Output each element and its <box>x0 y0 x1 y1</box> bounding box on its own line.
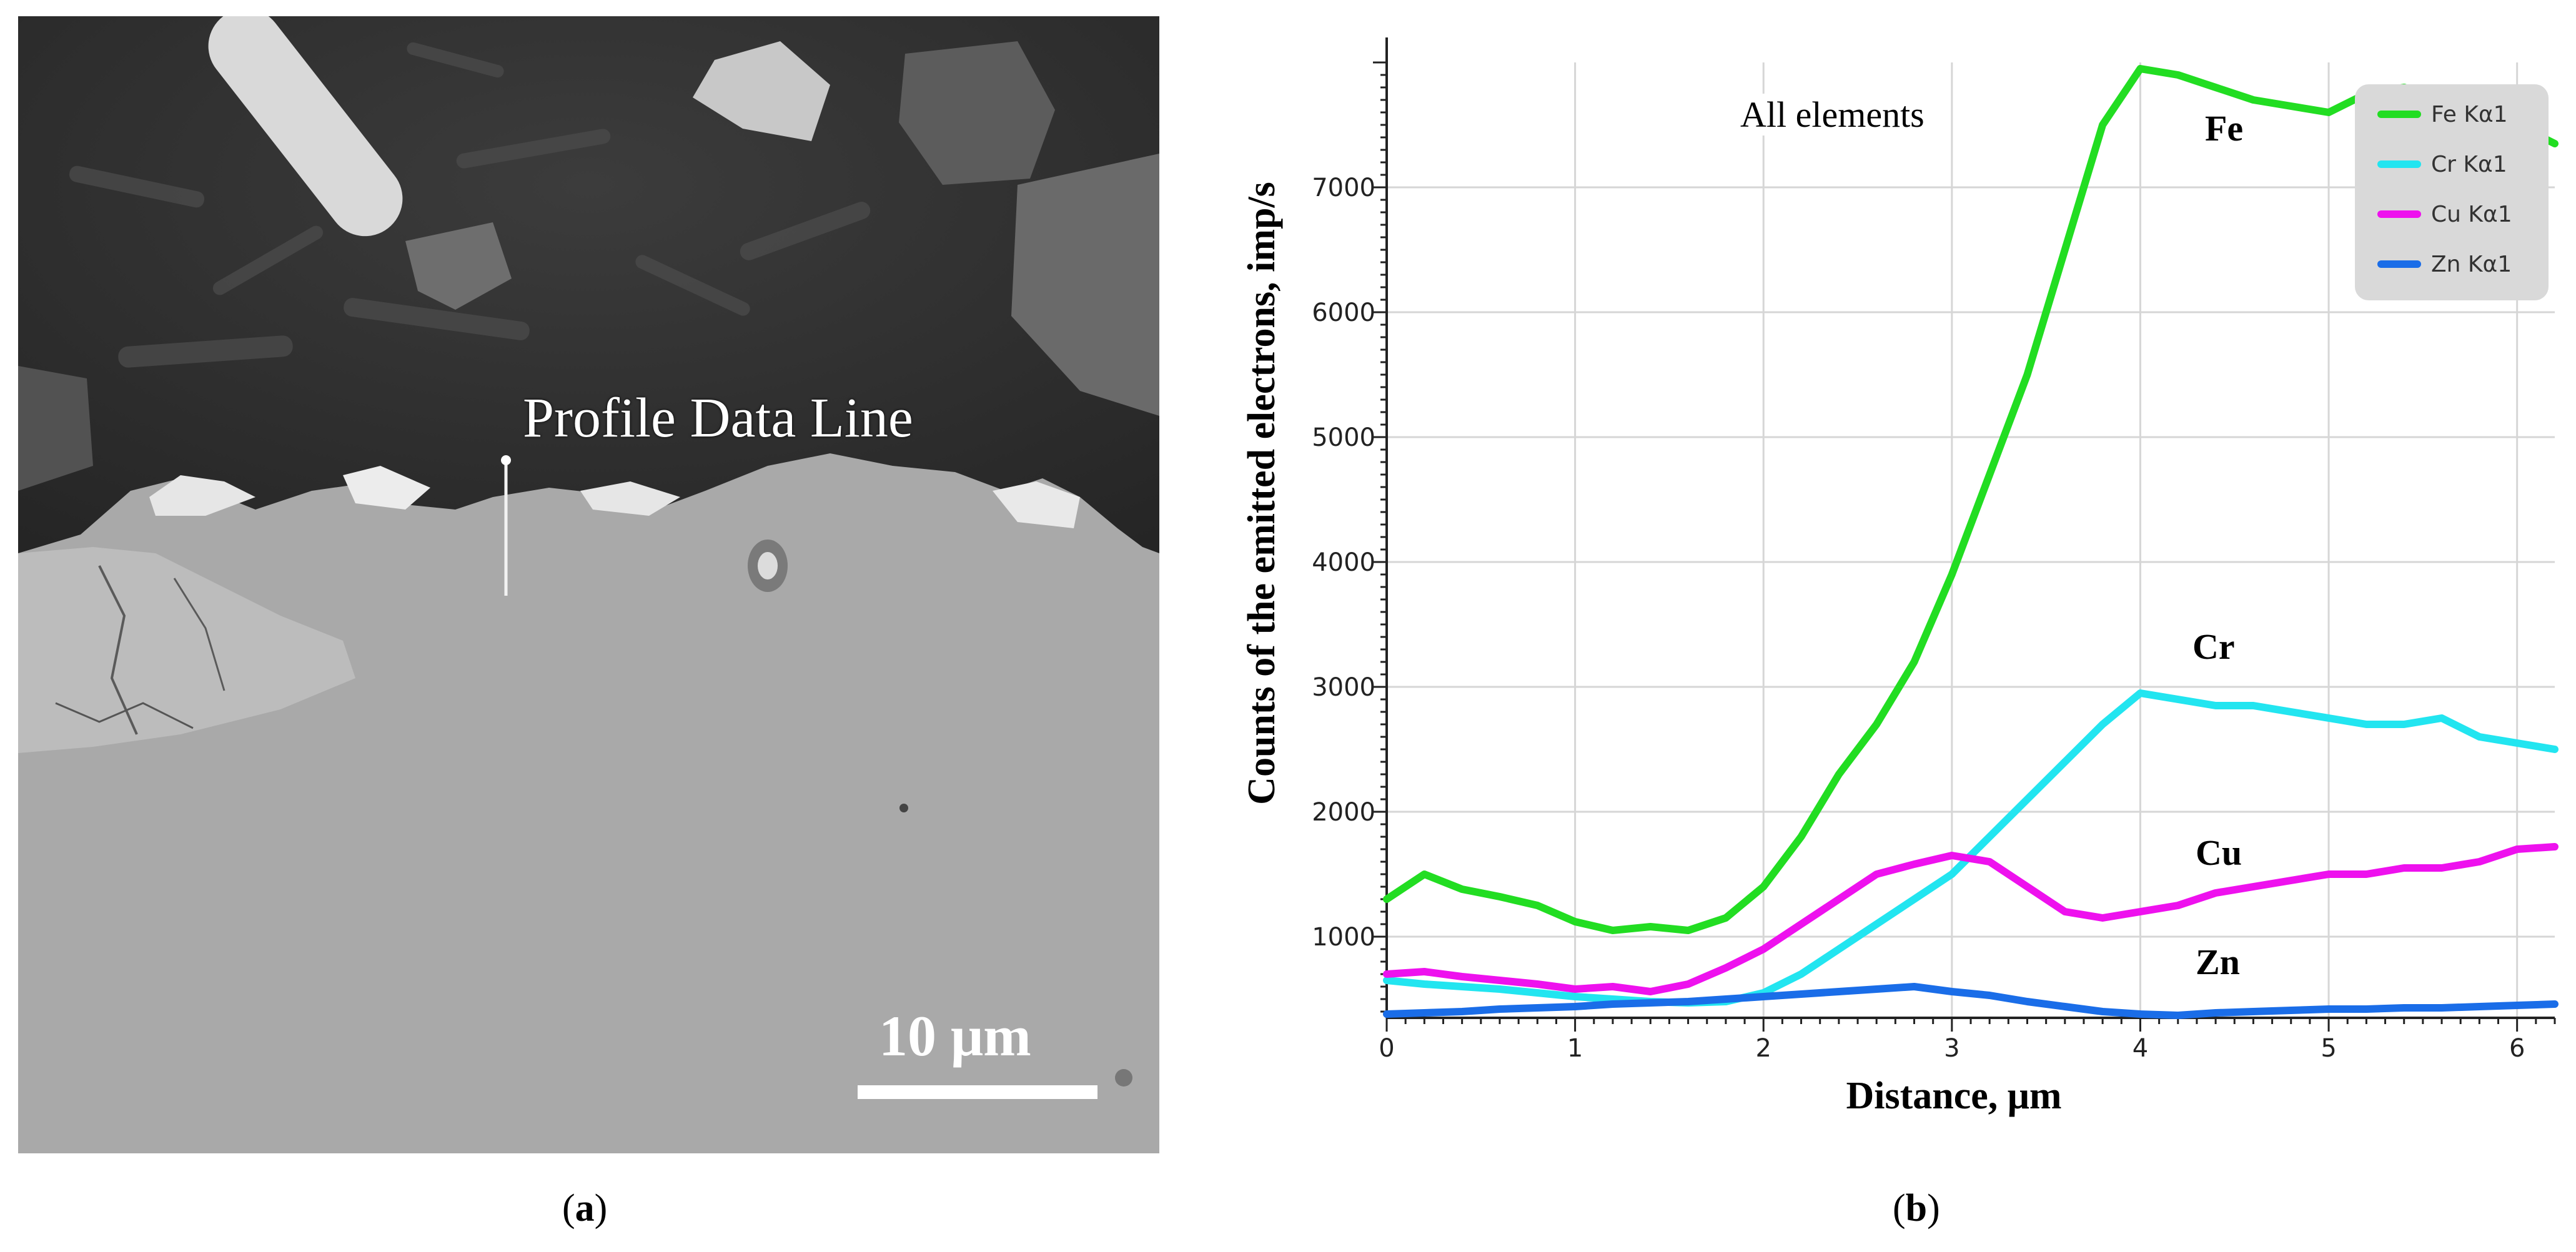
series-labels: Fe Cr Cu Zn <box>2192 108 2243 982</box>
axes: 0 1 2 3 4 5 6 1000 2000 3000 4000 5000 6000 7000 <box>1312 37 2556 1063</box>
x-tick-label: 1 <box>1567 1034 1583 1063</box>
chart-title: All elements <box>1736 94 1928 136</box>
x-tick-label: 4 <box>2133 1034 2148 1063</box>
caption-b-letter: b <box>1905 1187 1928 1230</box>
y-tick-label: 1000 <box>1312 923 1375 952</box>
legend: Fe Kα1 Cr Kα1 Cu Kα1 Zn Kα1 <box>2355 84 2549 300</box>
x-tick-label: 3 <box>1944 1034 1959 1063</box>
legend-swatch-cu <box>2377 210 2421 218</box>
legend-swatch-fe <box>2377 111 2421 118</box>
line-profile-chart: 0 1 2 3 4 5 6 1000 2000 3000 4000 5000 6000 7000 Fe Cr… <box>1181 0 2576 1186</box>
legend-label-cu: Cu Kα1 <box>2431 201 2512 227</box>
caption-a-letter: a <box>575 1187 595 1230</box>
series-line-cr <box>1383 689 2559 1007</box>
profile-data-line-label: Profile Data Line <box>523 387 913 449</box>
series-label-cr: Cr <box>2192 626 2235 667</box>
legend-swatch-cr <box>2377 160 2421 168</box>
y-axis-label: Counts of the emitted electrons, imp/s <box>1241 182 1283 805</box>
legend-item-cu: Cu Kα1 <box>2377 195 2512 233</box>
legend-swatch-zn <box>2377 260 2421 268</box>
x-tick-label: 5 <box>2321 1034 2336 1063</box>
y-tick-label: 6000 <box>1312 298 1375 327</box>
series-line-cu <box>1383 843 2559 995</box>
x-tick-label: 0 <box>1379 1034 1394 1063</box>
series-label-zn: Zn <box>2196 942 2240 982</box>
y-tick-label: 7000 <box>1312 174 1375 202</box>
x-tick-label: 2 <box>1755 1034 1771 1063</box>
x-tick-label: 6 <box>2509 1034 2525 1063</box>
caption-a: (a) <box>562 1187 608 1230</box>
sem-micrograph: Profile Data Line 10 μm <box>18 16 1159 1153</box>
legend-item-zn: Zn Kα1 <box>2377 245 2512 283</box>
legend-label-cr: Cr Kα1 <box>2431 151 2507 177</box>
y-tick-label: 2000 <box>1312 798 1375 827</box>
legend-label-zn: Zn Kα1 <box>2431 251 2512 277</box>
scale-bar <box>858 1085 1097 1099</box>
y-tick-label: 3000 <box>1312 673 1375 702</box>
y-tick-label: 5000 <box>1312 423 1375 452</box>
legend-label-fe: Fe Kα1 <box>2431 101 2508 127</box>
series-label-cu: Cu <box>2196 832 2242 873</box>
y-tick-label: 4000 <box>1312 548 1375 577</box>
legend-item-cr: Cr Kα1 <box>2377 145 2507 183</box>
legend-item-fe: Fe Kα1 <box>2377 96 2508 133</box>
series-line-zn <box>1383 983 2559 1019</box>
sem-image <box>18 16 1159 1153</box>
x-axis-label: Distance, μm <box>1846 1075 2062 1117</box>
scale-bar-label: 10 μm <box>879 1004 1031 1068</box>
chart-canvas: 0 1 2 3 4 5 6 1000 2000 3000 4000 5000 6000 7000 Fe Cr… <box>1312 37 2559 1063</box>
series-label-fe: Fe <box>2205 108 2243 149</box>
caption-b: (b) <box>1893 1187 1940 1230</box>
